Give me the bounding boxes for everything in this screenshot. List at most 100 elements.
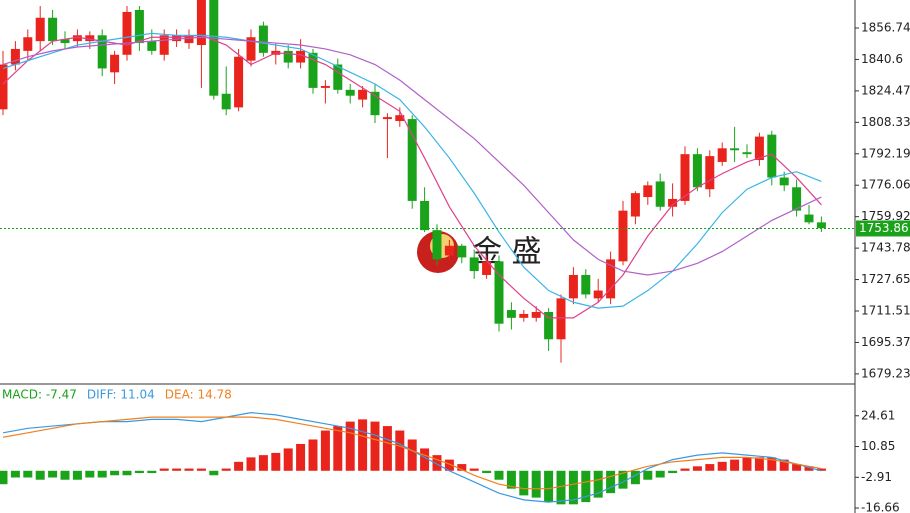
macd-bar <box>469 468 479 471</box>
macd-bar <box>730 459 740 471</box>
candle-body <box>420 200 430 231</box>
y-tick-label: 1743.78 <box>861 241 910 255</box>
candle-body <box>692 154 702 188</box>
candle-body <box>48 17 58 42</box>
macd-bar <box>606 470 616 494</box>
candle-body <box>122 11 132 55</box>
macd-bar <box>246 457 256 471</box>
y-tick-label: 1808.33 <box>861 115 910 129</box>
macd-bar <box>643 470 653 480</box>
y-tick-label: 24.61 <box>861 408 895 422</box>
candle-body <box>643 185 653 198</box>
y-tick-label: 1679.23 <box>861 366 910 380</box>
macd-bar <box>308 439 318 471</box>
candle-body <box>97 35 107 69</box>
macd-bar <box>581 470 591 503</box>
candle-body <box>717 148 727 162</box>
candle-body <box>308 52 318 88</box>
y-tick-label: 1776.06 <box>861 178 910 192</box>
indicator-label: MACD: -7.47 <box>2 388 77 402</box>
moving-average <box>2 34 822 319</box>
candle-body <box>35 17 45 42</box>
macd-bar <box>172 468 182 471</box>
moving-average <box>2 32 822 309</box>
candle-body <box>742 152 752 155</box>
candle-body <box>457 245 467 258</box>
candle-body <box>382 117 392 120</box>
candle-body <box>494 261 504 324</box>
macd-bar <box>568 470 578 505</box>
candle-body <box>72 35 82 42</box>
macd-bar <box>271 452 281 471</box>
macd-bar <box>717 461 727 471</box>
macd-bar <box>705 464 715 471</box>
macd-bar <box>655 470 665 478</box>
macd-bar <box>531 470 541 498</box>
candle-body <box>680 154 690 201</box>
macd-bar <box>23 470 33 478</box>
moving-average <box>2 36 822 276</box>
candle-body <box>444 245 454 256</box>
candle-body <box>23 37 33 51</box>
candle-body <box>568 274 578 299</box>
macd-bar <box>444 459 454 471</box>
candle-body <box>544 311 554 340</box>
candle-body <box>655 181 665 207</box>
candle-body <box>482 261 492 275</box>
last-price-label: 1753.86 <box>859 221 909 235</box>
candle-body <box>370 91 380 116</box>
macd-bar <box>209 470 219 476</box>
y-tick-label: -2.91 <box>861 470 892 484</box>
candle-body <box>593 290 603 299</box>
candle-body <box>395 115 405 122</box>
macd-bar <box>258 455 268 471</box>
y-tick-label: 1759.92 <box>861 209 910 223</box>
candle-body <box>333 64 343 90</box>
macd-bar <box>159 468 169 471</box>
indicator-label: DEA: 14.78 <box>165 388 232 402</box>
y-tick-label: 1695.37 <box>861 335 910 349</box>
macd-bar <box>767 457 777 471</box>
candle-body <box>606 259 616 299</box>
candle-body <box>283 50 293 63</box>
candle-body <box>816 222 826 229</box>
y-tick-label: 1840.6 <box>861 52 903 66</box>
candle-body <box>234 56 244 108</box>
candle-body <box>531 311 541 318</box>
candle-body <box>730 148 740 151</box>
last-price-box <box>856 220 910 237</box>
macd-bar <box>420 448 430 471</box>
macd-bar <box>72 470 82 480</box>
macd-bar <box>358 419 368 471</box>
macd-bar <box>556 470 566 505</box>
candle-body <box>581 274 591 295</box>
macd-bar <box>432 455 442 471</box>
candle-body <box>296 50 306 63</box>
macd-bar <box>10 470 20 478</box>
candle-body <box>754 136 764 161</box>
candle-body <box>506 310 516 318</box>
macd-bar <box>692 466 702 471</box>
macd-bar <box>792 464 802 471</box>
macd-bar <box>544 470 554 503</box>
candle-body <box>792 187 802 211</box>
macd-bar <box>134 470 144 474</box>
macd-bar <box>593 470 603 498</box>
y-tick-label: 1856.74 <box>861 21 910 35</box>
candle-body <box>147 41 157 51</box>
macd-bar <box>110 470 120 476</box>
candle-body <box>705 156 715 190</box>
candle-body <box>110 54 120 73</box>
y-tick-label: 10.85 <box>861 439 895 453</box>
candle-body <box>804 214 814 223</box>
macd-bar <box>221 468 231 471</box>
candle-body <box>246 37 256 61</box>
indicator-line <box>2 416 822 490</box>
candle-body <box>0 64 8 110</box>
candle-body <box>779 177 789 186</box>
candle-body <box>556 298 566 340</box>
macd-bar <box>395 430 405 471</box>
candle-body <box>172 35 182 42</box>
macd-bar <box>234 461 244 471</box>
